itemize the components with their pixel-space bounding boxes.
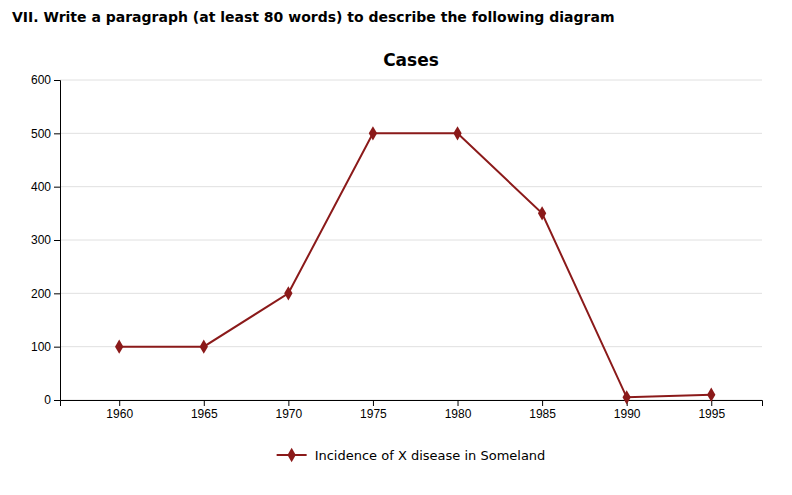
y-axis: 0 100 200 300 400 500 600 <box>31 73 61 407</box>
y-tick-label: 600 <box>31 73 51 87</box>
y-tick: 500 <box>31 127 60 141</box>
marker <box>538 206 546 220</box>
x-tick-mark <box>204 400 205 406</box>
x-tick-label: 1960 <box>106 407 133 421</box>
y-tick: 300 <box>31 233 60 247</box>
x-tick: 1995 <box>698 400 725 421</box>
y-tick-mark <box>54 133 60 134</box>
x-tick-mark <box>373 400 374 406</box>
y-tick-label: 0 <box>44 393 51 407</box>
marker <box>284 286 292 300</box>
line <box>119 133 711 397</box>
x-axis: 1960 1965 1970 1975 1980 1985 1990 1995 <box>61 400 763 421</box>
y-tick: 0 <box>44 393 60 407</box>
legend: Incidence of X disease in Someland <box>277 448 546 463</box>
x-tick: 1970 <box>276 400 303 421</box>
y-tick-mark <box>54 293 60 294</box>
y-tick-label: 200 <box>31 287 51 301</box>
marker <box>623 390 631 404</box>
marker <box>453 126 461 140</box>
grid <box>60 80 762 400</box>
grid-line <box>60 293 762 294</box>
x-tick-mark <box>458 400 459 406</box>
grid-line <box>60 80 762 81</box>
y-tick: 600 <box>31 73 60 87</box>
y-tick-mark <box>54 347 60 348</box>
y-tick-label: 300 <box>31 233 51 247</box>
chart: VII. Write a paragraph (at least 80 word… <box>0 0 792 495</box>
legend-label: Incidence of X disease in Someland <box>315 448 546 463</box>
x-tick-label: 1985 <box>529 407 556 421</box>
legend-marker <box>287 448 295 462</box>
x-tick: 1980 <box>445 400 472 421</box>
x-tick: 1960 <box>106 400 133 421</box>
x-tick: 1985 <box>529 400 556 421</box>
x-tick-label: 1970 <box>276 407 303 421</box>
y-tick-mark <box>54 80 60 81</box>
y-tick: 200 <box>31 287 60 301</box>
marker <box>200 339 208 353</box>
grid-line <box>60 186 762 187</box>
y-tick-label: 500 <box>31 127 51 141</box>
plot: 1960 1965 1970 1975 1980 1985 1990 1995 0 100 200 3… <box>31 73 763 420</box>
x-tick-label: 1980 <box>445 407 472 421</box>
marker <box>707 387 715 401</box>
y-tick-label: 100 <box>31 340 51 354</box>
title: Cases <box>383 50 439 70</box>
x-tick-label: 1965 <box>191 407 218 421</box>
y-tick-mark <box>54 240 60 241</box>
x-tick: 1965 <box>191 400 218 421</box>
x-tick-label: 1990 <box>614 407 641 421</box>
x-axis-line <box>61 401 763 407</box>
marker <box>369 126 377 140</box>
y-tick-mark <box>54 400 60 401</box>
y-tick: 400 <box>31 180 60 194</box>
x-tick-label: 1975 <box>360 407 387 421</box>
y-tick-label: 400 <box>31 180 51 194</box>
legend-item: Incidence of X disease in Someland <box>277 448 546 463</box>
y-axis-line <box>54 81 61 401</box>
grid-line <box>60 240 762 241</box>
x-tick-mark <box>542 400 543 406</box>
x-tick-mark <box>288 400 289 406</box>
marker <box>115 339 123 353</box>
header: VII. Write a paragraph (at least 80 word… <box>12 9 614 25</box>
x-tick-label: 1995 <box>698 407 725 421</box>
x-tick: 1975 <box>360 400 387 421</box>
marks <box>115 126 715 404</box>
y-tick: 100 <box>31 340 60 354</box>
x-tick-mark <box>119 400 120 406</box>
y-tick-mark <box>54 187 60 188</box>
